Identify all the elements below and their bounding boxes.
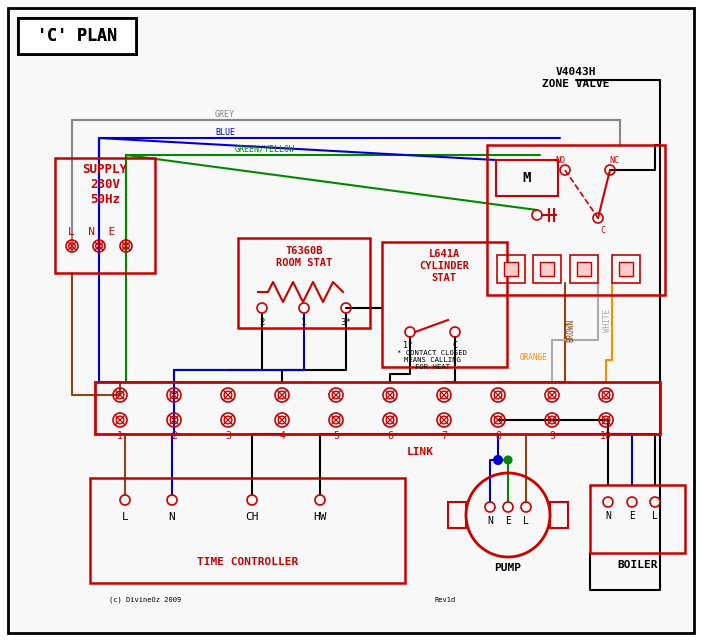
Bar [533, 255, 561, 283]
Bar [550, 502, 568, 528]
Text: 3: 3 [225, 431, 231, 441]
Text: 1*: 1* [403, 340, 413, 349]
Text: 2: 2 [171, 431, 177, 441]
Text: LINK: LINK [406, 447, 434, 457]
Text: N: N [487, 516, 493, 526]
Text: NC: NC [609, 156, 619, 165]
Text: ORANGE: ORANGE [520, 353, 548, 362]
Bar [55, 158, 155, 273]
Text: V4043H
ZONE VALVE: V4043H ZONE VALVE [542, 67, 610, 89]
Bar [497, 255, 525, 283]
Text: 9: 9 [549, 431, 555, 441]
Bar [590, 485, 685, 553]
Text: 4: 4 [279, 431, 285, 441]
Text: 5: 5 [333, 431, 339, 441]
Circle shape [494, 456, 502, 464]
Text: C: C [600, 226, 606, 235]
Text: GREY: GREY [215, 110, 235, 119]
Text: GREEN/YELLOW: GREEN/YELLOW [235, 144, 295, 153]
Text: 8: 8 [495, 431, 501, 441]
Text: L  N  E: L N E [68, 227, 116, 237]
Bar [487, 145, 665, 295]
Text: BROWN: BROWN [567, 319, 576, 342]
Bar [18, 18, 136, 54]
Text: 1: 1 [301, 317, 307, 326]
Bar [577, 262, 591, 276]
Bar [238, 238, 370, 328]
Text: M: M [523, 171, 531, 185]
Text: L: L [121, 512, 128, 522]
Text: L: L [523, 516, 529, 526]
Text: 10: 10 [600, 431, 612, 441]
Text: SUPPLY
230V
50Hz: SUPPLY 230V 50Hz [83, 163, 128, 206]
Text: L: L [652, 511, 658, 521]
Text: 2: 2 [259, 317, 265, 326]
Bar [382, 242, 507, 367]
Bar [448, 502, 466, 528]
Bar [619, 262, 633, 276]
Text: BLUE: BLUE [215, 128, 235, 137]
Text: 'C' PLAN: 'C' PLAN [37, 27, 117, 45]
Text: 3*: 3* [340, 317, 352, 326]
Text: T6360B
ROOM STAT: T6360B ROOM STAT [276, 246, 332, 268]
Text: 'C' PLAN: 'C' PLAN [37, 27, 117, 45]
Text: N: N [605, 511, 611, 521]
Bar [18, 18, 136, 54]
Text: TIME CONTROLLER: TIME CONTROLLER [197, 557, 298, 567]
Bar [95, 382, 660, 434]
Text: L641A
CYLINDER
STAT: L641A CYLINDER STAT [419, 249, 469, 283]
Bar [90, 478, 405, 583]
Text: WHITE: WHITE [602, 308, 611, 331]
Text: PUMP: PUMP [494, 563, 522, 573]
Text: E: E [505, 516, 511, 526]
Circle shape [505, 456, 512, 463]
Text: 6: 6 [387, 431, 393, 441]
Text: HW: HW [313, 512, 326, 522]
Text: NO: NO [555, 156, 565, 165]
Text: C: C [453, 340, 458, 349]
Bar [540, 262, 554, 276]
Text: BOILER: BOILER [618, 560, 658, 570]
Text: 7: 7 [441, 431, 447, 441]
Text: Rev1d: Rev1d [435, 597, 456, 603]
Text: (c) DivineOz 2009: (c) DivineOz 2009 [109, 597, 181, 603]
Text: N: N [168, 512, 176, 522]
Text: 1: 1 [117, 431, 123, 441]
Text: CH: CH [245, 512, 259, 522]
Text: E: E [629, 511, 635, 521]
Bar [612, 255, 640, 283]
Bar [496, 160, 558, 196]
Bar [504, 262, 518, 276]
Text: * CONTACT CLOSED
MEANS CALLING
FOR HEAT: * CONTACT CLOSED MEANS CALLING FOR HEAT [397, 350, 467, 370]
Bar [570, 255, 598, 283]
